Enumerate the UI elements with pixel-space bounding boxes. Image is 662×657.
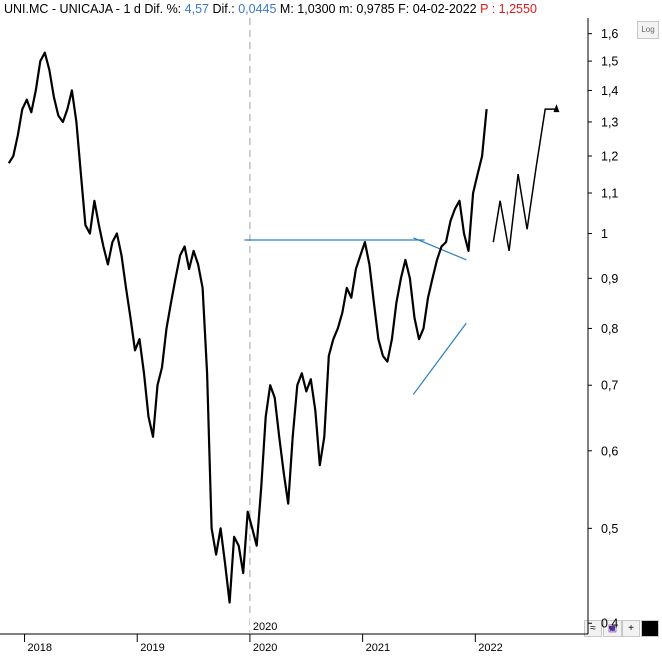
min-value: 0,9785 (356, 2, 395, 16)
log-scale-button[interactable]: Log (637, 21, 659, 39)
tick-labels: 0,4 0,5 0,6 0,7 0,8 0,9 1 1,1 1,2 1,3 1,4 1,5 1,6 201… (28, 27, 619, 654)
ticker-name: UNI.MC - UNICAJA - (4, 2, 120, 16)
price-series (7, 51, 560, 604)
x-tick-label: 2022 (478, 642, 502, 654)
y-tick-label: 1,5 (601, 55, 618, 69)
min-label: m: (339, 2, 353, 16)
y-tick-label: 1,4 (601, 84, 618, 98)
y-tick-label: 1,1 (601, 187, 618, 201)
date-value: 04-02-2022 (412, 2, 477, 16)
date-label: F: (398, 2, 410, 16)
trendline (412, 322, 467, 395)
chart-header: UNI.MC - UNICAJA - 1 d Dif. %: 4,57 Dif.… (4, 2, 537, 16)
y-tick-label: 1,2 (601, 150, 618, 164)
color-swatch-icon[interactable] (641, 620, 659, 637)
price-value: 1,2550 (498, 2, 537, 16)
price-label: P : (480, 2, 496, 16)
dif-pct-value: 4,57 (184, 2, 209, 16)
max-value: 1,0300 (297, 2, 336, 16)
y-tick-label: 1,3 (601, 115, 618, 129)
y-tick-label: 0,6 (601, 444, 618, 458)
x-tick-label: 2020 (253, 642, 277, 654)
crosshair-icon[interactable]: + (622, 620, 640, 637)
trendlines (244, 237, 467, 395)
x-tick-label: 2021 (366, 642, 390, 654)
y-tick-label: 0,9 (601, 272, 618, 286)
x-tick-label: 2018 (28, 642, 52, 654)
y-tick-label: 1,6 (601, 27, 618, 41)
dif-value: 0,0445 (238, 2, 277, 16)
y-tick-label: 0,4 (601, 617, 618, 631)
y-tick-label: 0,8 (601, 322, 618, 336)
crosshair-label-box (249, 617, 280, 633)
max-label: M: (279, 2, 294, 16)
projection-arrow-icon (553, 104, 560, 113)
x-tick-label: 2019 (140, 642, 164, 654)
projection-line (492, 108, 557, 252)
y-tick-label: 0,7 (601, 379, 618, 393)
axes (0, 18, 592, 642)
price-line (7, 51, 488, 604)
period: 1 d (123, 2, 141, 16)
y-tick-label: 1 (601, 227, 608, 241)
dif-label: Dif.: (212, 2, 235, 16)
crosshair-label: 2020 (253, 621, 277, 633)
save-icon[interactable]: ▣ (603, 620, 622, 637)
dif-pct-label: Dif. %: (144, 2, 182, 16)
y-tick-label: 0,5 (601, 522, 618, 536)
